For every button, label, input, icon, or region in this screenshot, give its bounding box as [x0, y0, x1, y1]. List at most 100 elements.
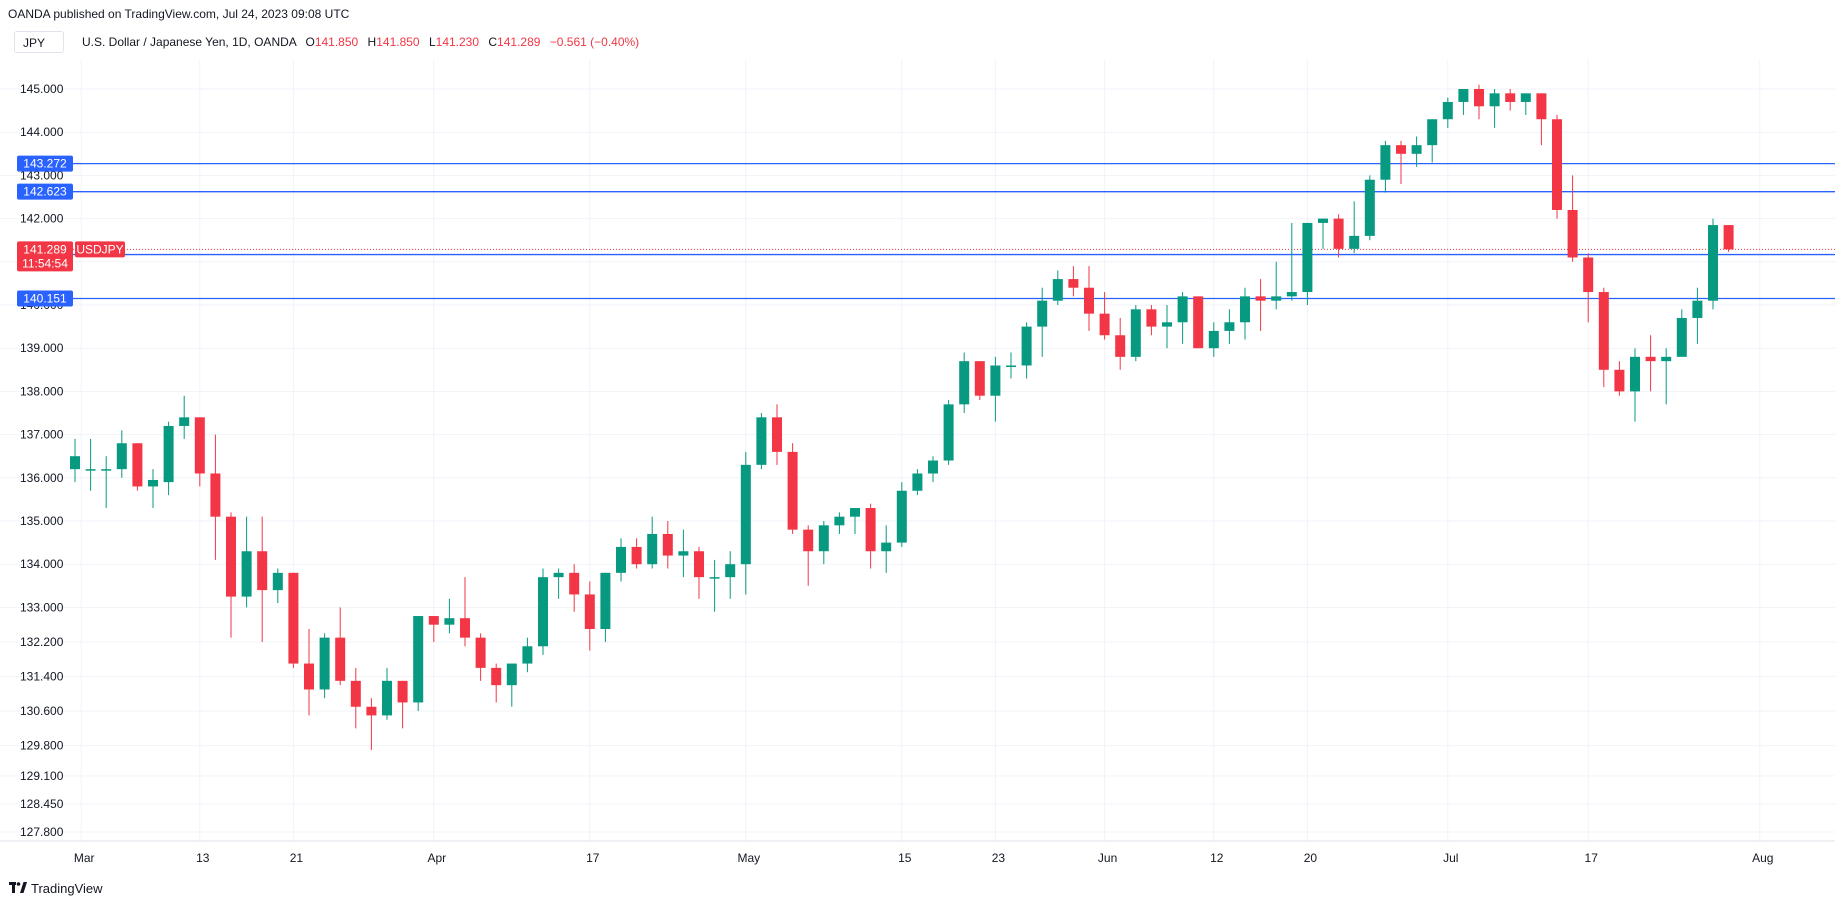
candle[interactable]	[1021, 322, 1032, 379]
candle[interactable]	[1255, 279, 1266, 331]
candle[interactable]	[506, 663, 517, 707]
candle[interactable]	[1364, 175, 1375, 241]
candle[interactable]	[1006, 352, 1016, 379]
candle[interactable]	[1583, 253, 1594, 323]
candle[interactable]	[350, 667, 361, 729]
candle[interactable]	[1318, 218, 1328, 249]
candle[interactable]	[1177, 292, 1188, 344]
candle[interactable]	[1286, 222, 1297, 301]
candle[interactable]	[397, 680, 408, 729]
candle[interactable]	[1411, 136, 1422, 167]
candle[interactable]	[241, 516, 252, 608]
candle[interactable]	[1567, 175, 1578, 262]
candle[interactable]	[1708, 218, 1718, 310]
candle[interactable]	[1676, 309, 1687, 357]
candle[interactable]	[1380, 140, 1391, 193]
candle[interactable]	[756, 413, 767, 470]
candle[interactable]	[366, 698, 377, 750]
candle[interactable]	[943, 400, 954, 465]
candle[interactable]	[101, 456, 112, 509]
candle[interactable]	[1115, 317, 1126, 370]
candle[interactable]	[522, 637, 533, 673]
candle[interactable]	[1396, 140, 1406, 185]
candle[interactable]	[881, 525, 892, 573]
candle[interactable]	[382, 667, 392, 720]
candle[interactable]	[1068, 266, 1079, 297]
candle[interactable]	[709, 559, 720, 612]
candle[interactable]	[210, 434, 221, 560]
candle[interactable]	[319, 633, 330, 699]
candle[interactable]	[538, 568, 548, 655]
candle[interactable]	[194, 417, 205, 487]
candle[interactable]	[662, 521, 673, 569]
candle[interactable]	[725, 551, 736, 599]
candle[interactable]	[1224, 309, 1235, 344]
candle[interactable]	[1614, 361, 1625, 396]
candle[interactable]	[444, 598, 455, 634]
candle[interactable]	[272, 568, 283, 604]
candle[interactable]	[116, 430, 127, 478]
candle[interactable]	[584, 581, 595, 651]
candle[interactable]	[148, 469, 158, 509]
candle[interactable]	[912, 469, 923, 496]
candle[interactable]	[818, 521, 829, 565]
candle[interactable]	[1427, 119, 1438, 163]
candle[interactable]	[1302, 222, 1313, 305]
candle[interactable]	[226, 512, 236, 638]
candle[interactable]	[865, 503, 876, 569]
candle[interactable]	[1645, 335, 1656, 392]
candle[interactable]	[475, 633, 486, 681]
price-lines[interactable]	[70, 162, 1835, 300]
candle[interactable]	[1598, 287, 1609, 388]
candle[interactable]	[834, 512, 845, 534]
candle[interactable]	[850, 508, 860, 534]
candle[interactable]	[1162, 305, 1172, 349]
candle[interactable]	[678, 529, 689, 578]
candle[interactable]	[1099, 292, 1110, 340]
candle[interactable]	[928, 456, 938, 483]
candle[interactable]	[1349, 201, 1360, 254]
candle[interactable]	[85, 438, 96, 491]
candle[interactable]	[616, 538, 626, 582]
candle[interactable]	[1193, 296, 1204, 349]
candle[interactable]	[1333, 214, 1344, 258]
candle[interactable]	[694, 546, 704, 599]
candle[interactable]	[428, 616, 439, 642]
candles[interactable]	[70, 84, 1734, 750]
candle[interactable]	[740, 451, 751, 595]
candle[interactable]	[1520, 93, 1531, 115]
candle[interactable]	[1208, 322, 1219, 357]
candle[interactable]	[413, 616, 424, 712]
candle[interactable]	[569, 564, 580, 612]
candle[interactable]	[974, 361, 985, 401]
candle[interactable]	[631, 538, 642, 569]
candle[interactable]	[553, 568, 564, 599]
candle[interactable]	[1552, 114, 1562, 219]
candle[interactable]	[600, 572, 611, 642]
candle[interactable]	[460, 577, 470, 647]
candle[interactable]	[179, 395, 190, 439]
candle[interactable]	[1052, 270, 1063, 305]
candle[interactable]	[787, 443, 798, 534]
candle[interactable]	[990, 356, 1001, 422]
symbol-box[interactable]: JPY	[14, 31, 64, 53]
candle[interactable]	[1458, 89, 1469, 115]
candle[interactable]	[1489, 89, 1500, 128]
candle[interactable]	[1130, 305, 1141, 362]
candle[interactable]	[959, 352, 970, 413]
candle[interactable]	[491, 663, 502, 703]
candle[interactable]	[1084, 266, 1094, 331]
candle[interactable]	[803, 525, 814, 586]
candle[interactable]	[1630, 348, 1640, 422]
candle[interactable]	[132, 443, 143, 491]
candle[interactable]	[1240, 287, 1250, 340]
candle[interactable]	[896, 482, 907, 547]
candle[interactable]	[304, 629, 314, 716]
candle[interactable]	[647, 516, 658, 569]
candle[interactable]	[1723, 225, 1734, 252]
candle[interactable]	[335, 607, 346, 686]
footer-brand[interactable]: TradingView	[9, 881, 103, 896]
candle[interactable]	[70, 438, 80, 483]
candle[interactable]	[1692, 287, 1703, 344]
